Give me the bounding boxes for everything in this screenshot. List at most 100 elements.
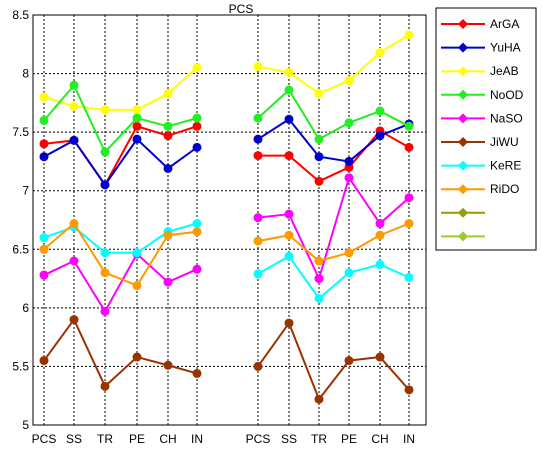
legend-label: NoOD	[490, 88, 524, 102]
data-point	[375, 260, 385, 270]
x-tick-label: IN	[403, 432, 415, 446]
series-jiwu	[39, 315, 414, 404]
data-point	[344, 356, 354, 366]
data-point	[253, 236, 263, 246]
data-point	[192, 227, 202, 237]
series-line	[257, 254, 410, 300]
data-point	[132, 281, 142, 291]
legend-swatch-marker	[458, 42, 468, 53]
series-layer	[39, 30, 414, 404]
data-point	[314, 274, 324, 284]
y-tick-label: 7	[22, 184, 29, 198]
data-point	[192, 142, 202, 152]
data-point	[284, 230, 294, 240]
legend-label: JeAB	[490, 64, 519, 78]
series-kere	[39, 219, 414, 303]
series-yuha	[39, 114, 414, 190]
y-tick-label: 6	[22, 301, 29, 315]
data-point	[314, 293, 324, 303]
data-point	[404, 121, 414, 131]
data-point	[100, 147, 110, 157]
legend: ArGA YuHA JeAB NoOD NaSO JiWU KeRE RiDO	[441, 17, 524, 242]
data-point	[69, 80, 79, 90]
legend-swatch-marker	[458, 160, 468, 171]
data-point	[39, 244, 49, 254]
data-point	[69, 256, 79, 266]
legend-label: KeRE	[490, 159, 521, 173]
data-point	[69, 219, 79, 229]
x-tick-label: SS	[281, 432, 297, 446]
y-tick-label: 7.5	[12, 125, 29, 139]
series-line	[43, 252, 198, 314]
data-point	[314, 394, 324, 404]
data-point	[39, 356, 49, 366]
data-point	[375, 106, 385, 116]
legend-label: NaSO	[490, 111, 523, 125]
data-point	[375, 352, 385, 362]
data-point	[375, 47, 385, 57]
series-naso	[39, 173, 414, 316]
data-point	[314, 256, 324, 266]
data-point	[132, 113, 142, 123]
y-tick-label: 8	[22, 67, 29, 81]
x-tick-label: PE	[341, 432, 357, 446]
data-point	[69, 135, 79, 145]
data-point	[253, 361, 263, 371]
data-point	[39, 139, 49, 149]
data-point	[404, 30, 414, 40]
series-line	[257, 175, 410, 282]
data-point	[344, 118, 354, 128]
data-point	[253, 213, 263, 223]
data-point	[314, 134, 324, 144]
data-point	[253, 134, 263, 144]
data-point	[39, 270, 49, 280]
data-point	[132, 134, 142, 144]
x-tick-label: TR	[311, 432, 327, 446]
legend-swatch-marker	[458, 231, 468, 242]
series-line	[257, 88, 410, 141]
data-point	[375, 131, 385, 141]
data-point	[284, 209, 294, 219]
legend-swatch-marker	[458, 207, 468, 218]
data-point	[284, 151, 294, 161]
legend-label: JiWU	[490, 135, 519, 149]
x-tick-label: CH	[159, 432, 176, 446]
legend-swatch-marker	[458, 113, 468, 124]
data-point	[163, 277, 173, 287]
data-point	[375, 219, 385, 229]
data-point	[344, 248, 354, 258]
data-point	[69, 315, 79, 325]
data-point	[314, 176, 324, 186]
data-point	[192, 63, 202, 73]
x-tick-label: PE	[129, 432, 145, 446]
data-point	[39, 115, 49, 125]
data-point	[163, 230, 173, 240]
chart-title: PCS	[229, 2, 254, 16]
data-point	[100, 180, 110, 190]
data-point	[39, 233, 49, 243]
series-line	[43, 125, 198, 187]
data-point	[192, 121, 202, 131]
data-point	[284, 67, 294, 77]
data-point	[404, 219, 414, 229]
data-point	[404, 193, 414, 203]
data-point	[284, 251, 294, 261]
x-axis-ticks: PCS SS TR PE CH IN PCS SS TR PE CH IN	[32, 432, 415, 446]
data-point	[132, 105, 142, 115]
data-point	[192, 264, 202, 274]
data-point	[253, 269, 263, 279]
y-tick-label: 5.5	[12, 359, 29, 373]
y-tick-label: 6.5	[12, 242, 29, 256]
data-point	[69, 101, 79, 111]
data-point	[344, 268, 354, 278]
data-point	[132, 352, 142, 362]
data-point	[314, 152, 324, 162]
data-point	[163, 360, 173, 370]
x-tick-label: PCS	[32, 432, 57, 446]
data-point	[100, 268, 110, 278]
series-nood	[39, 80, 414, 157]
series-jeab	[39, 30, 414, 115]
y-tick-label: 5	[22, 418, 29, 432]
x-tick-label: SS	[66, 432, 82, 446]
